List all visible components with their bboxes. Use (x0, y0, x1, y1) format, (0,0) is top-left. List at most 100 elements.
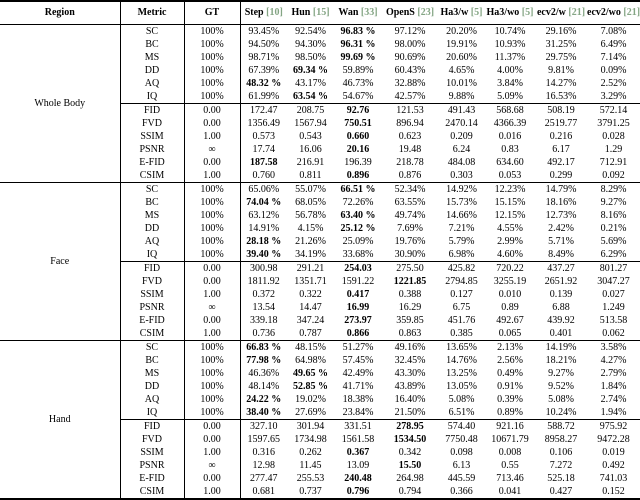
value-cell: 77.98 % (246, 355, 282, 366)
value-cell: 24.22 % (246, 394, 282, 405)
value-cell: 9.52% (548, 381, 574, 392)
header-method-ecv2-wo: ecv2/wo [21] (587, 1, 640, 25)
metric-cell: CSIM (120, 327, 185, 341)
value-cell: 572.14 (587, 103, 640, 117)
value-cell: 634.60 (496, 157, 524, 168)
region-label: Whole Body (0, 24, 121, 183)
value-cell: 65.06% (240, 182, 287, 196)
value-cell: 8.16% (600, 210, 627, 221)
value-cell: 94.30% (295, 39, 326, 50)
table-row: DD 100% 67.39% 69.34 % 59.89% 60.43% 4.65% 4.00… (0, 64, 640, 77)
value-cell: 19.02% (295, 394, 326, 405)
value-cell: 16.29 (398, 302, 422, 313)
value-cell: 66.83 % (240, 340, 287, 354)
metric-cell: SC (120, 24, 185, 38)
value-cell: 275.50 (382, 261, 438, 275)
gt-cell: 0.00 (184, 103, 241, 117)
value-cell: 196.39 (344, 157, 372, 168)
table-row: BC 100% 74.04 % 68.05% 72.26% 63.55% 15.73% 15.… (0, 196, 640, 209)
value-cell: 255.53 (296, 473, 325, 484)
gt-cell: 100% (184, 406, 241, 420)
value-cell: 6.29% (600, 249, 627, 260)
value-cell: 98.00% (394, 39, 426, 50)
value-cell: 5.09% (497, 91, 523, 102)
metric-cell: FVD (120, 275, 185, 288)
metric-cell: E-FID (120, 314, 185, 327)
value-cell: 0.623 (398, 131, 422, 142)
value-cell: 3.84% (497, 78, 523, 89)
value-cell: 93.45% (248, 26, 280, 37)
value-cell: 14.91% (248, 223, 280, 234)
value-cell: 99.69 % (340, 52, 376, 63)
value-cell: 3.58% (587, 340, 640, 354)
value-cell: 291.21 (287, 261, 334, 275)
value-cell: 3791.25 (597, 118, 630, 129)
value-cell: 0.106 (549, 447, 573, 458)
region-label: Face (0, 182, 121, 341)
value-cell: 6.17 (552, 144, 570, 155)
value-cell: 18.21% (545, 355, 577, 366)
gt-cell: 100% (184, 64, 241, 77)
metric-cell: IQ (120, 406, 185, 420)
value-cell: 14.79% (535, 182, 587, 196)
value-cell: 491.43 (438, 103, 485, 117)
value-cell: 2651.92 (544, 276, 578, 287)
method-name: Ha3/w (440, 7, 471, 18)
gt-cell: 100% (184, 51, 241, 64)
table-row: Whole Body SC 100% 93.45% 92.54% 96.83 % 97.12… (0, 24, 640, 183)
value-cell: 0.49% (497, 368, 523, 379)
metric-cell: CSIM (120, 485, 185, 499)
value-cell: 6.51% (448, 407, 475, 418)
metric-cell: SSIM (120, 288, 185, 301)
value-cell: 0.89% (497, 407, 523, 418)
metric-cell: IQ (120, 248, 185, 262)
value-cell: 712.91 (599, 157, 628, 168)
value-cell: 97.12% (394, 26, 426, 37)
value-cell: 90.69% (394, 52, 426, 63)
value-cell: 34.19% (295, 249, 326, 260)
metric-cell: SSIM (120, 446, 185, 459)
value-cell: 2.42% (548, 223, 574, 234)
table-body: Whole Body SC 100% 93.45% 92.54% 96.83 % 97.12… (0, 24, 640, 499)
table-row: E-FID 0.00 187.58 216.91 196.39 218.78 484.08 6… (0, 156, 640, 169)
table-header: Region Metric GT Step [10] Hun [15] Wan [3… (0, 1, 640, 25)
value-cell: 51.27% (334, 340, 382, 354)
value-cell: 13.09 (346, 460, 370, 471)
gt-cell: 100% (184, 24, 241, 38)
value-cell: 254.03 (334, 261, 382, 275)
table-row: E-FID 0.00 339.18 347.24 273.97 359.85 451.76 4… (0, 314, 640, 327)
value-cell: 1597.65 (247, 434, 281, 445)
value-cell: 439.92 (547, 315, 575, 326)
value-cell: 264.98 (396, 473, 424, 484)
value-cell: 12.15% (494, 210, 526, 221)
table-row: PSNR ∞ 12.98 11.45 13.09 15.50 6.13 0.55 7.272 0.… (0, 459, 640, 472)
value-cell: 713.46 (496, 473, 524, 484)
value-cell: 0.019 (602, 447, 625, 458)
metric-cell: PSNR (120, 143, 185, 156)
metric-cell: MS (120, 51, 185, 64)
gt-cell: ∞ (184, 459, 241, 472)
method-name: Hun (291, 7, 313, 18)
value-cell: 21.50% (394, 407, 426, 418)
method-name: ecv2/wo (587, 7, 624, 18)
value-cell: 19.76% (394, 236, 426, 247)
value-cell: 741.03 (599, 473, 628, 484)
value-cell: 300.98 (240, 261, 287, 275)
value-cell: 508.19 (535, 103, 587, 117)
gt-cell: 100% (184, 209, 241, 222)
value-cell: 13.25% (446, 368, 477, 379)
value-cell: 0.794 (398, 486, 422, 497)
value-cell: 8.29% (587, 182, 640, 196)
value-cell: 69.34 % (293, 65, 328, 76)
value-cell: 43.17% (295, 78, 326, 89)
metric-cell: BC (120, 196, 185, 209)
value-cell: 9472.28 (597, 434, 630, 445)
value-cell: 1351.71 (294, 276, 327, 287)
value-cell: 14.76% (446, 355, 477, 366)
header-method-hun: Hun [15] (287, 1, 334, 25)
value-cell: 39.40 % (246, 249, 282, 260)
value-cell: 2.52% (600, 78, 627, 89)
gt-cell: 0.00 (184, 156, 241, 169)
value-cell: 12.23% (485, 182, 535, 196)
